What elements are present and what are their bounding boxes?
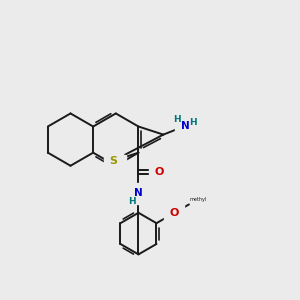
Text: O: O xyxy=(154,167,164,177)
Text: N: N xyxy=(134,188,143,199)
Text: H: H xyxy=(173,115,180,124)
Text: N: N xyxy=(111,161,120,171)
Text: N: N xyxy=(181,121,189,131)
Text: H: H xyxy=(128,197,136,206)
Text: methyl: methyl xyxy=(189,197,207,202)
Text: H: H xyxy=(189,118,197,127)
Text: O: O xyxy=(169,208,179,218)
Text: S: S xyxy=(110,156,118,166)
